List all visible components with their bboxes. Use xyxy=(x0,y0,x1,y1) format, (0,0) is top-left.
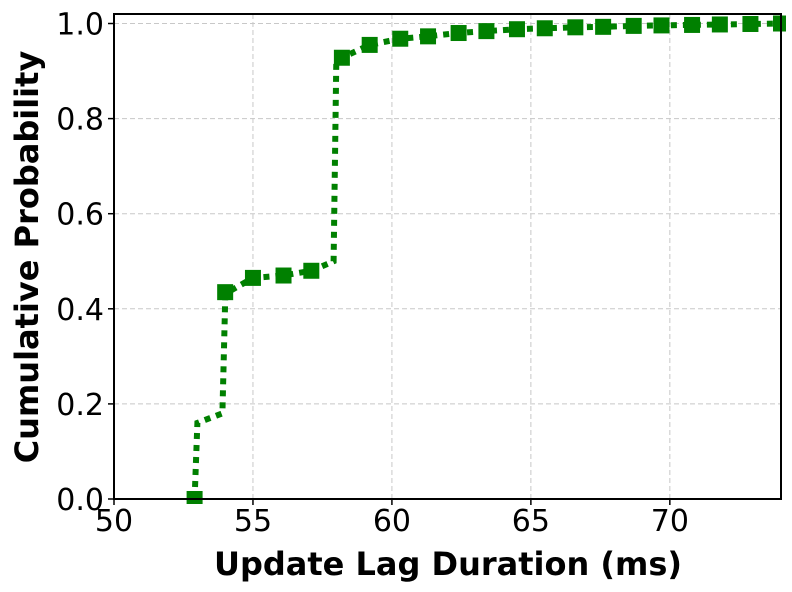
x-axis-title: Update Lag Duration (ms) xyxy=(214,545,682,583)
x-tick-label: 55 xyxy=(234,504,272,539)
data-point-marker xyxy=(711,16,728,33)
data-point-marker xyxy=(217,284,234,301)
data-point-marker xyxy=(684,16,701,33)
data-point-marker xyxy=(450,25,467,42)
data-point-marker xyxy=(478,23,495,40)
data-point-marker xyxy=(420,28,437,45)
axis-ticks: 50 55 60 65 70 0.0 0.2 0.4 0.6 0.8 1.0 xyxy=(56,8,689,539)
data-point-marker xyxy=(536,20,553,37)
data-point-marker xyxy=(742,15,759,32)
data-point-marker xyxy=(595,18,612,35)
y-tick-label: 0.8 xyxy=(56,103,104,138)
plot-border xyxy=(113,13,782,500)
y-tick-label: 0.2 xyxy=(56,388,104,423)
series-line xyxy=(191,20,782,500)
data-point-marker xyxy=(303,262,320,279)
data-point-marker xyxy=(275,267,292,284)
x-tick-label: 50 xyxy=(95,504,133,539)
data-point-marker xyxy=(361,36,378,53)
data-point-marker xyxy=(653,17,670,34)
grid-lines xyxy=(113,14,781,500)
data-point-marker xyxy=(773,15,786,32)
data-point-marker xyxy=(392,30,409,47)
y-tick-label: 1.0 xyxy=(56,8,104,43)
y-tick-label: 0.4 xyxy=(56,293,104,328)
x-tick-label: 60 xyxy=(373,504,411,539)
series-layer xyxy=(186,15,786,504)
plot-frame xyxy=(113,13,782,500)
data-point-marker xyxy=(625,17,642,34)
data-point-marker xyxy=(186,491,203,504)
x-tick-label: 70 xyxy=(651,504,689,539)
data-point-marker xyxy=(333,49,350,66)
y-tick-label: 0.6 xyxy=(56,198,104,233)
y-axis-title: Cumulative Probability xyxy=(8,51,46,464)
y-tick-label: 0.0 xyxy=(56,483,104,518)
x-tick-label: 65 xyxy=(512,504,550,539)
data-point-marker xyxy=(244,269,261,286)
data-point-marker xyxy=(508,21,525,38)
data-point-marker xyxy=(567,19,584,36)
